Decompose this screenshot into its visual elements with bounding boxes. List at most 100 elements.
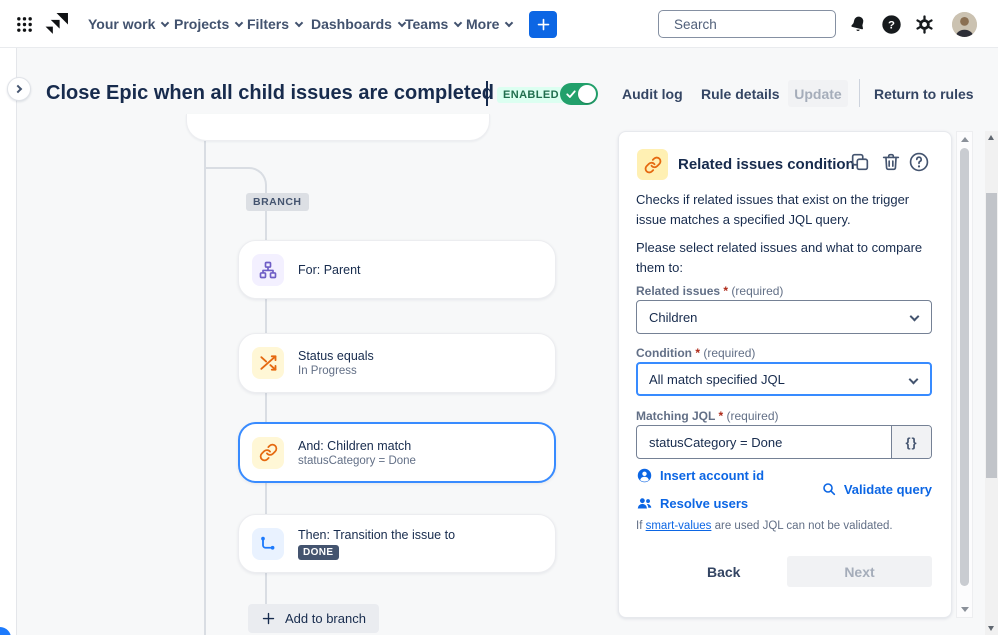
flow-node-status-equals[interactable]: Status equals In Progress [238, 333, 556, 393]
smart-values-braces-button[interactable]: {} [891, 426, 931, 458]
expand-sidebar-button[interactable] [7, 77, 31, 101]
next-button[interactable]: Next [787, 556, 932, 587]
question-icon: ? [882, 14, 901, 34]
matching-jql-label: Matching JQL * (required) [636, 409, 779, 423]
scroll-up-arrow[interactable] [961, 137, 969, 142]
chevron-right-icon [13, 84, 23, 94]
flow-node-children-match[interactable]: And: Children match statusCategory = Don… [238, 422, 556, 483]
jql-helper-links: Insert account id Validate query Resolve… [636, 467, 932, 513]
related-issues-label: Related issues * (required) [636, 284, 784, 298]
status-badge: ENABLED [497, 87, 565, 103]
nav-filters[interactable]: Filters [247, 0, 304, 48]
search-input[interactable] [674, 16, 851, 32]
audit-log-button[interactable]: Audit log [622, 80, 683, 107]
node-title: Status equals [298, 349, 374, 363]
shuffle-icon [252, 347, 284, 379]
left-rail [0, 48, 17, 635]
flow-node-transition-issue[interactable]: Then: Transition the issue to DONE [238, 514, 556, 573]
plus-icon [262, 612, 275, 625]
search-box[interactable] [658, 10, 851, 38]
delete-button[interactable] [879, 151, 903, 175]
nav-projects[interactable]: Projects [174, 0, 244, 48]
svg-text:?: ? [888, 19, 895, 31]
trigger-node-partial[interactable] [186, 114, 490, 141]
node-subtitle: statusCategory = Done [298, 454, 416, 467]
related-issues-select[interactable]: Children [636, 300, 932, 334]
return-to-rules-button[interactable]: Return to rules [874, 80, 974, 107]
chevron-down-icon [454, 18, 463, 27]
branch-connector-elbow [205, 167, 267, 201]
bell-icon [851, 16, 864, 31]
branch-connector-line [265, 198, 267, 604]
chevron-down-icon [294, 18, 304, 27]
gear-icon [916, 14, 933, 34]
rule-title[interactable]: Close Epic when all child issues are com… [46, 82, 494, 104]
helper-peek-button[interactable] [0, 627, 11, 635]
help-button[interactable]: ? [881, 0, 902, 48]
rule-enabled-toggle[interactable] [560, 83, 598, 105]
person-circle-icon [637, 468, 652, 483]
chevron-down-icon [235, 18, 244, 27]
scroll-up-arrow[interactable] [988, 135, 994, 140]
page-scrollbar[interactable] [985, 131, 998, 635]
chevron-down-icon [161, 18, 170, 27]
branch-label: BRANCH [246, 193, 309, 211]
panel-description: Checks if related issues that exist on t… [636, 192, 910, 228]
check-icon [566, 90, 576, 98]
scrollbar-thumb[interactable] [986, 193, 997, 478]
smart-values-note: If smart-values are used JQL can not be … [636, 520, 893, 532]
jira-logo-icon[interactable] [44, 0, 69, 48]
panel-intro: Please select related issues and what to… [636, 240, 923, 276]
matching-jql-field: {} [636, 425, 932, 459]
nav-more[interactable]: More [466, 0, 514, 48]
rule-details-button[interactable]: Rule details [701, 80, 780, 107]
search-icon [823, 483, 835, 496]
nav-your-work[interactable]: Your work [88, 0, 170, 48]
scrollbar-thumb[interactable] [960, 148, 969, 586]
notifications-button[interactable] [848, 0, 868, 48]
transition-icon [252, 527, 284, 560]
nav-teams[interactable]: Teams [405, 0, 463, 48]
question-circle-icon [909, 152, 929, 172]
update-button[interactable]: Update [788, 80, 848, 107]
resolve-users-link[interactable]: Resolve users [636, 495, 748, 512]
plus-icon [537, 18, 549, 31]
related-issues-condition-panel: Related issues condition Checks if relat… [618, 131, 952, 618]
title-text-caret [486, 81, 488, 106]
condition-select[interactable]: All match specified JQL [636, 362, 932, 396]
settings-button[interactable] [914, 0, 935, 48]
chevron-down-icon [909, 311, 920, 322]
copy-icon [851, 153, 869, 171]
chevron-down-icon [908, 374, 919, 385]
back-button[interactable]: Back [694, 556, 753, 587]
smart-values-link[interactable]: smart-values [645, 520, 712, 532]
add-to-branch-button[interactable]: Add to branch [248, 604, 379, 633]
done-status-badge: DONE [298, 544, 339, 560]
people-icon [637, 498, 652, 509]
scroll-down-arrow[interactable] [988, 626, 994, 631]
link-icon [252, 436, 284, 469]
toggle-knob [578, 85, 596, 103]
validate-query-link[interactable]: Validate query [821, 481, 932, 497]
create-button[interactable] [529, 11, 557, 38]
duplicate-button[interactable] [848, 151, 872, 175]
panel-title: Related issues condition [678, 156, 855, 173]
scroll-down-arrow[interactable] [961, 607, 969, 612]
app-switcher-icon[interactable] [16, 0, 33, 48]
user-avatar[interactable] [952, 12, 977, 37]
insert-account-id-link[interactable]: Insert account id [636, 467, 764, 484]
chevron-down-icon [505, 18, 514, 27]
panel-help-button[interactable] [907, 151, 931, 175]
top-nav: Your work Projects Filters Dashboards Te… [0, 0, 998, 48]
flow-node-for-parent[interactable]: For: Parent [238, 240, 556, 299]
matching-jql-input[interactable] [637, 426, 891, 458]
node-title: For: Parent [298, 262, 361, 277]
main-connector-line [204, 141, 206, 635]
condition-label: Condition * (required) [636, 346, 756, 360]
link-icon [637, 149, 668, 180]
header-divider [859, 79, 860, 107]
nav-dashboards[interactable]: Dashboards [311, 0, 407, 48]
panel-scrollbar[interactable] [956, 131, 973, 618]
hierarchy-icon [252, 253, 284, 286]
